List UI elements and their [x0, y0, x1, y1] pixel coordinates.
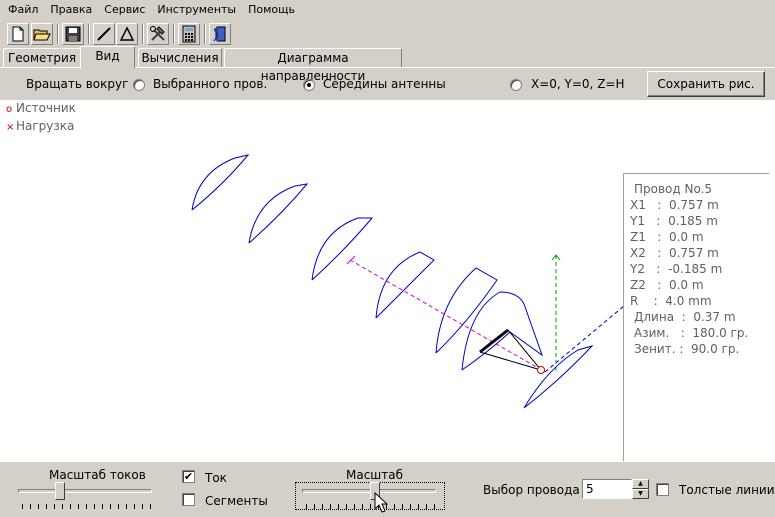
current-curve-element-2	[248, 183, 309, 244]
save-button[interactable]	[62, 23, 84, 45]
wire-info-radius: R : 4.0 mm	[630, 294, 712, 308]
selected-wire-5[interactable]	[479, 328, 509, 354]
bottom-panel: Масштаб токов ✔ Ток Сегменты Масштаб Выб…	[0, 462, 775, 517]
wire-info-z1: Z1 : 0.0 m	[630, 230, 704, 244]
wire-info-azimuth: Азим. : 180.0 гр.	[634, 326, 749, 340]
tab-calculations[interactable]: Вычисления	[138, 48, 222, 68]
z-axis-tick	[551, 254, 561, 261]
thick-lines-checkbox[interactable]	[656, 483, 669, 496]
new-file-icon	[12, 26, 24, 42]
menu-edit[interactable]: Правка	[50, 3, 93, 16]
wire-select-down-button[interactable]: ▼	[632, 489, 649, 499]
tab-divider	[0, 67, 775, 68]
source-marker-icon: o	[6, 104, 13, 115]
current-curve-element-1	[191, 154, 250, 211]
save-picture-button[interactable]: Сохранить рис.	[647, 71, 765, 97]
new-file-button[interactable]	[7, 23, 29, 45]
legend-source: o Источник	[6, 101, 76, 115]
current-checkbox[interactable]: ✔	[182, 470, 195, 483]
toolbar-separator	[173, 24, 175, 44]
radio-selected-wire[interactable]	[133, 79, 145, 91]
antenna-3d-view	[191, 154, 723, 409]
open-folder-icon	[33, 29, 51, 41]
current-curve-element-7	[523, 345, 594, 409]
exit-door-icon	[213, 26, 226, 42]
scale-label: Масштаб	[346, 468, 404, 482]
x-axis-line	[349, 259, 546, 373]
draw-line-button[interactable]	[93, 23, 115, 45]
current-checkbox-label: Ток	[205, 471, 227, 485]
load-marker-icon: ×	[6, 122, 15, 133]
open-file-button[interactable]	[31, 23, 53, 45]
line-icon	[97, 27, 111, 41]
save-disk-icon	[65, 26, 81, 42]
wire-info-x2: X2 : 0.757 m	[630, 246, 719, 260]
current-curve-element-6	[461, 291, 544, 371]
wire-info-length: Длина : 0.37 m	[634, 310, 736, 324]
current-scale-slider[interactable]	[18, 489, 152, 493]
legend-source-label: Источник	[16, 101, 76, 115]
wire-select-label: Выбор провода	[483, 483, 580, 497]
scale-slider[interactable]	[302, 489, 436, 493]
x-axis-tick	[346, 255, 356, 265]
wire-info-zenith: Зенит. : 90.0 гр.	[634, 342, 740, 356]
radio-selected-wire-label[interactable]: Выбранного пров.	[153, 77, 268, 91]
radio-antenna-center[interactable]	[303, 79, 315, 91]
radio-origin-label[interactable]: X=0, Y=0, Z=H	[531, 77, 625, 91]
current-scale-thumb[interactable]	[55, 482, 66, 500]
wire-info-title: Провод No.5	[634, 182, 713, 196]
tab-radiation-diagram[interactable]: Диаграмма направленности	[224, 48, 402, 83]
menu-tools[interactable]: Инструменты	[157, 3, 237, 16]
toolbar-separator	[204, 24, 206, 44]
arrow-down-icon: ▼	[638, 490, 643, 497]
exit-button[interactable]	[209, 23, 231, 45]
menu-file[interactable]: Файл	[8, 3, 39, 16]
wire-info-z2: Z2 : 0.0 m	[630, 278, 704, 292]
calculator-icon	[182, 25, 196, 43]
source-point	[537, 366, 545, 374]
scale-ticks	[306, 504, 436, 509]
check-icon: ✔	[183, 470, 194, 483]
legend-load: × Нагрузка	[6, 119, 74, 133]
wire-info-y2: Y2 : -0.185 m	[630, 262, 723, 276]
calculator-button[interactable]	[178, 23, 200, 45]
tools-button[interactable]	[147, 23, 169, 45]
tab-geometry[interactable]: Геометрия	[3, 48, 81, 68]
triangle-icon	[119, 26, 135, 41]
toolbar-separator	[88, 24, 90, 44]
arrow-up-icon: ▲	[638, 480, 643, 487]
rotation-controls: Вращать вокруг : Выбранного пров. Середи…	[0, 69, 775, 101]
menu-bar: Файл Правка Сервис Инструменты Помощь	[0, 0, 775, 20]
segments-checkbox-label: Сегменты	[205, 494, 268, 508]
legend-load-label: Нагрузка	[16, 119, 75, 133]
menu-service[interactable]: Сервис	[104, 3, 146, 16]
wire-info-y1: Y1 : 0.185 m	[630, 214, 718, 228]
tab-bar: Геометрия Вид Вычисления Диаграмма напра…	[0, 46, 775, 83]
scale-slider-focus	[295, 482, 445, 510]
segments-checkbox[interactable]	[182, 493, 195, 506]
tab-view[interactable]: Вид	[80, 46, 135, 69]
toolbar-separator	[142, 24, 144, 44]
wire-select-input[interactable]: 5	[582, 479, 632, 499]
radio-antenna-center-label[interactable]: Середины антенны	[323, 77, 446, 91]
current-curve-element-4	[375, 251, 435, 319]
toolbar-separator	[57, 24, 59, 44]
wire-info-panel: Провод No.5 X1 : 0.757 m Y1 : 0.185 m Z1…	[623, 173, 769, 461]
current-curve-element-3	[311, 217, 374, 281]
hammer-wrench-icon	[150, 26, 165, 41]
toolbar	[0, 21, 775, 47]
wire-select-up-button[interactable]: ▲	[632, 479, 649, 489]
current-scale-label: Масштаб токов	[49, 468, 146, 482]
wire-info-x1: X1 : 0.757 m	[630, 198, 719, 212]
draw-triangle-button[interactable]	[116, 23, 138, 45]
menu-help[interactable]: Помощь	[248, 3, 295, 16]
current-curve-element-5	[435, 267, 498, 354]
rotate-label: Вращать вокруг :	[26, 77, 137, 91]
mouse-cursor-icon	[374, 492, 389, 513]
current-scale-ticks	[22, 504, 152, 509]
radio-origin[interactable]	[510, 79, 522, 91]
thick-lines-label: Толстые линии	[679, 483, 775, 497]
